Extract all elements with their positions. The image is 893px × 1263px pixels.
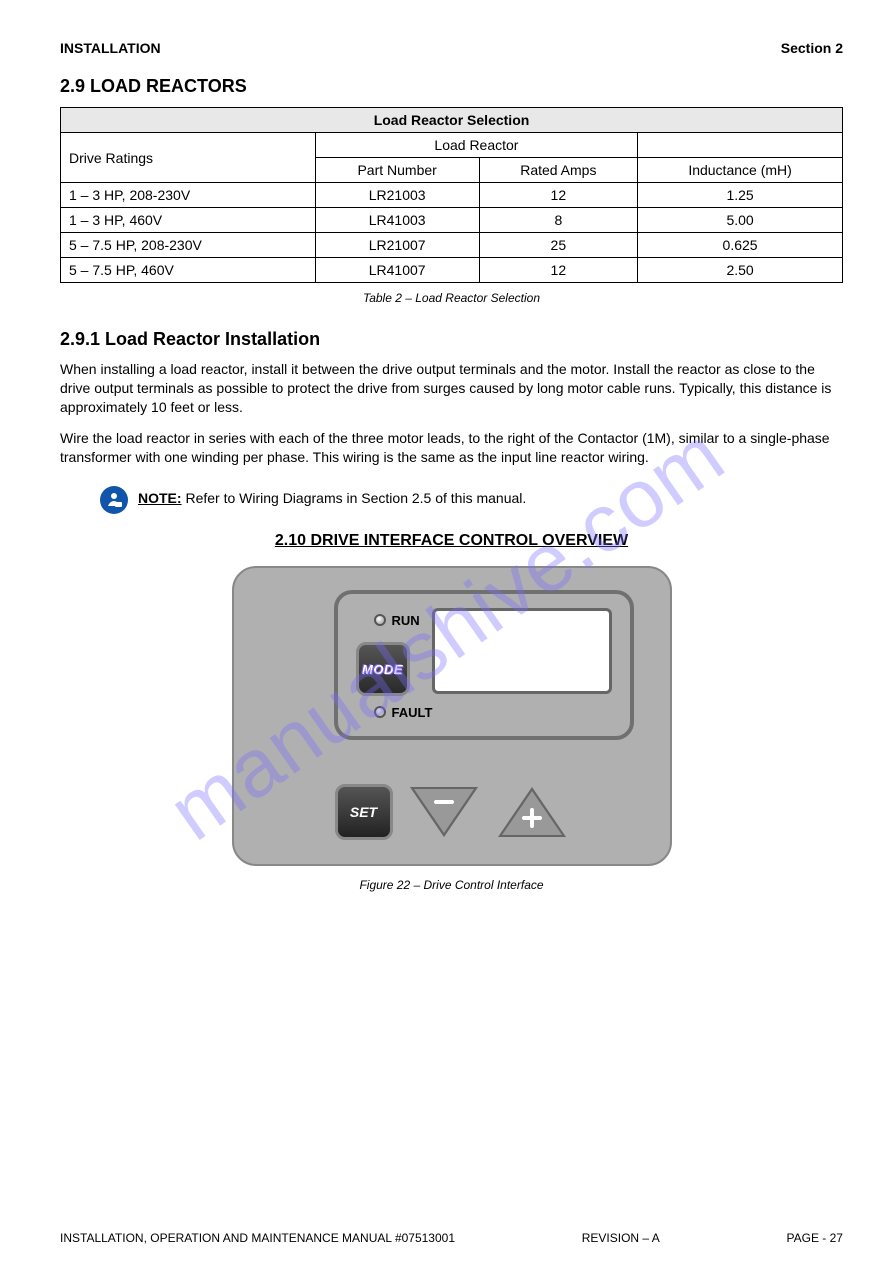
note-block: NOTE: Refer to Wiring Diagrams in Sectio… (100, 486, 843, 514)
subcol-header: Inductance (mH) (638, 158, 843, 183)
run-led (374, 614, 386, 626)
footer-right: PAGE - 27 (787, 1231, 843, 1245)
footer-middle: REVISION – A (582, 1231, 660, 1245)
table-caption: Table 2 – Load Reactor Selection (60, 291, 843, 305)
figure-section-title: 2.10 DRIVE INTERFACE CONTROL OVERVIEW (60, 532, 843, 550)
paragraph: When installing a load reactor, install … (60, 360, 843, 417)
header-left: INSTALLATION (60, 40, 161, 56)
table-row: 1 – 3 HP, 460V LR41003 8 5.00 (61, 208, 843, 233)
table-row: Drive Ratings Load Reactor (61, 133, 843, 158)
control-panel-figure: RUN MODE FAULT SET (60, 566, 843, 866)
fault-led-label: FAULT (392, 705, 433, 720)
col-header: Load Reactor (315, 133, 637, 158)
load-reactor-table: Load Reactor Selection Drive Ratings Loa… (60, 107, 843, 283)
lcd-screen (432, 608, 612, 694)
header-right: Section 2 (781, 40, 843, 56)
footer-left: INSTALLATION, OPERATION AND MAINTENANCE … (60, 1231, 455, 1245)
fault-led (374, 706, 386, 718)
col-header: Drive Ratings (61, 133, 316, 183)
figure-caption: Figure 22 – Drive Control Interface (60, 878, 843, 892)
note-body: Refer to Wiring Diagrams in Section 2.5 … (185, 490, 526, 506)
table-row: 5 – 7.5 HP, 208-230V LR21007 25 0.625 (61, 233, 843, 258)
subcol-header: Rated Amps (479, 158, 638, 183)
col-header (638, 133, 843, 158)
plus-icon (530, 808, 534, 828)
note-label: NOTE: (138, 490, 182, 506)
plus-button[interactable] (495, 784, 569, 840)
subsection-title: 2.9.1 Load Reactor Installation (60, 329, 843, 350)
lcd-frame: RUN MODE FAULT (334, 590, 634, 740)
control-panel: RUN MODE FAULT SET (232, 566, 672, 866)
set-button[interactable]: SET (335, 784, 393, 840)
page-footer: INSTALLATION, OPERATION AND MAINTENANCE … (60, 1231, 843, 1245)
subcol-header: Part Number (315, 158, 479, 183)
minus-button[interactable] (407, 784, 481, 840)
paragraph: Wire the load reactor in series with eac… (60, 429, 843, 467)
table-title: Load Reactor Selection (61, 108, 843, 133)
page-header: INSTALLATION Section 2 (60, 40, 843, 56)
section-title: 2.9 LOAD REACTORS (60, 76, 843, 97)
table-row: 5 – 7.5 HP, 460V LR41007 12 2.50 (61, 258, 843, 283)
minus-icon (434, 800, 454, 804)
mode-button[interactable]: MODE (356, 642, 410, 696)
table-row: 1 – 3 HP, 208-230V LR21003 12 1.25 (61, 183, 843, 208)
note-text: NOTE: Refer to Wiring Diagrams in Sectio… (138, 486, 526, 506)
manual-icon (100, 486, 128, 514)
bottom-button-row: SET (234, 784, 670, 840)
run-led-label: RUN (392, 613, 420, 628)
triangle-down-icon (410, 787, 478, 837)
